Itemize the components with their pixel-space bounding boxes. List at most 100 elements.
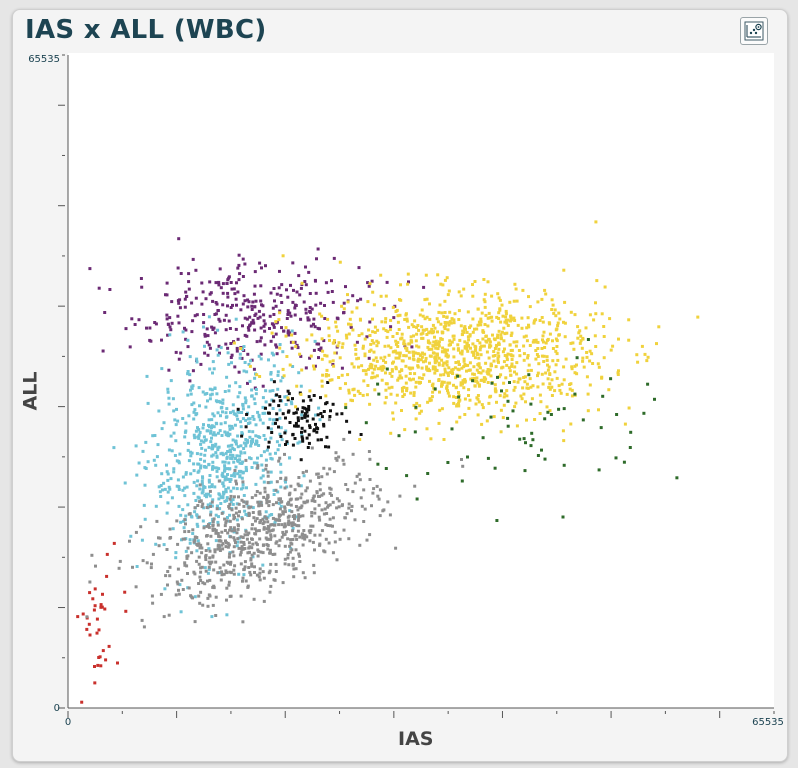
data-point — [550, 298, 554, 302]
data-point — [366, 300, 370, 304]
data-point — [157, 409, 161, 413]
data-point — [547, 321, 551, 325]
data-point — [322, 422, 326, 426]
data-point — [233, 516, 237, 519]
data-point — [421, 331, 425, 335]
data-point — [224, 490, 228, 494]
data-point — [540, 354, 544, 358]
data-point — [124, 327, 128, 331]
data-point — [188, 538, 192, 542]
data-point — [176, 266, 180, 270]
data-point — [233, 423, 237, 427]
data-point — [479, 353, 483, 357]
data-point — [472, 353, 476, 357]
data-point — [270, 457, 274, 461]
data-point — [223, 529, 227, 532]
data-point — [415, 325, 419, 329]
data-point — [280, 326, 283, 330]
data-point — [335, 497, 339, 501]
data-point — [202, 321, 206, 325]
data-point — [397, 434, 401, 438]
data-point — [225, 455, 229, 459]
data-point — [258, 571, 262, 575]
data-point — [241, 275, 245, 278]
data-point — [268, 513, 272, 517]
data-point — [252, 367, 256, 371]
data-point — [293, 523, 297, 527]
data-point — [167, 485, 171, 489]
data-point — [225, 499, 229, 503]
data-point — [201, 426, 205, 430]
data-point — [93, 665, 96, 668]
data-point — [262, 576, 266, 580]
data-point — [501, 350, 505, 354]
chart-settings-button[interactable] — [740, 17, 768, 45]
data-point — [236, 445, 240, 449]
data-point — [269, 436, 273, 440]
data-point — [307, 408, 310, 412]
data-point — [345, 512, 349, 516]
data-point — [261, 421, 265, 425]
data-point — [258, 315, 262, 319]
data-point — [594, 312, 598, 316]
data-point — [273, 299, 276, 303]
data-point — [426, 400, 430, 404]
data-point — [428, 399, 432, 403]
data-point — [359, 496, 363, 500]
data-point — [215, 507, 219, 511]
data-point — [241, 579, 244, 583]
data-point — [228, 384, 231, 388]
data-point — [269, 378, 273, 382]
data-point — [635, 353, 639, 357]
data-point — [436, 273, 440, 277]
data-point — [101, 349, 105, 353]
data-point — [347, 502, 351, 506]
data-point — [509, 334, 513, 337]
data-point — [398, 494, 402, 498]
data-point — [247, 512, 251, 516]
data-point — [274, 570, 278, 573]
data-point — [249, 444, 253, 448]
data-point — [311, 417, 315, 421]
data-point — [602, 325, 606, 328]
data-point — [281, 530, 285, 534]
data-point — [405, 474, 409, 478]
data-point — [145, 561, 149, 565]
data-point — [101, 649, 105, 653]
data-point — [215, 469, 219, 473]
data-point — [205, 524, 209, 528]
data-point — [358, 392, 362, 395]
data-point — [448, 339, 452, 343]
data-point — [502, 395, 506, 399]
data-point — [404, 313, 408, 317]
data-point — [523, 380, 527, 384]
data-point — [450, 340, 454, 344]
data-point — [218, 549, 222, 552]
data-point — [170, 321, 174, 325]
data-point — [229, 411, 232, 415]
data-point — [202, 485, 206, 489]
data-point — [171, 527, 175, 531]
data-point — [229, 281, 233, 284]
data-point — [175, 459, 179, 463]
data-point — [184, 514, 188, 518]
data-point — [305, 535, 309, 539]
data-point — [414, 339, 418, 343]
data-point — [288, 331, 292, 335]
data-point — [295, 290, 299, 294]
data-point — [267, 571, 271, 575]
data-point — [172, 470, 176, 474]
data-point — [300, 533, 304, 537]
data-point — [499, 333, 503, 337]
data-point — [444, 324, 448, 328]
data-point — [418, 404, 422, 408]
data-point — [400, 332, 404, 336]
data-point — [165, 511, 169, 515]
data-point — [203, 351, 207, 355]
data-point — [249, 505, 253, 509]
data-point — [240, 498, 244, 502]
data-point — [277, 544, 281, 548]
data-point — [235, 454, 239, 458]
data-point — [504, 318, 508, 322]
data-point — [287, 333, 291, 337]
